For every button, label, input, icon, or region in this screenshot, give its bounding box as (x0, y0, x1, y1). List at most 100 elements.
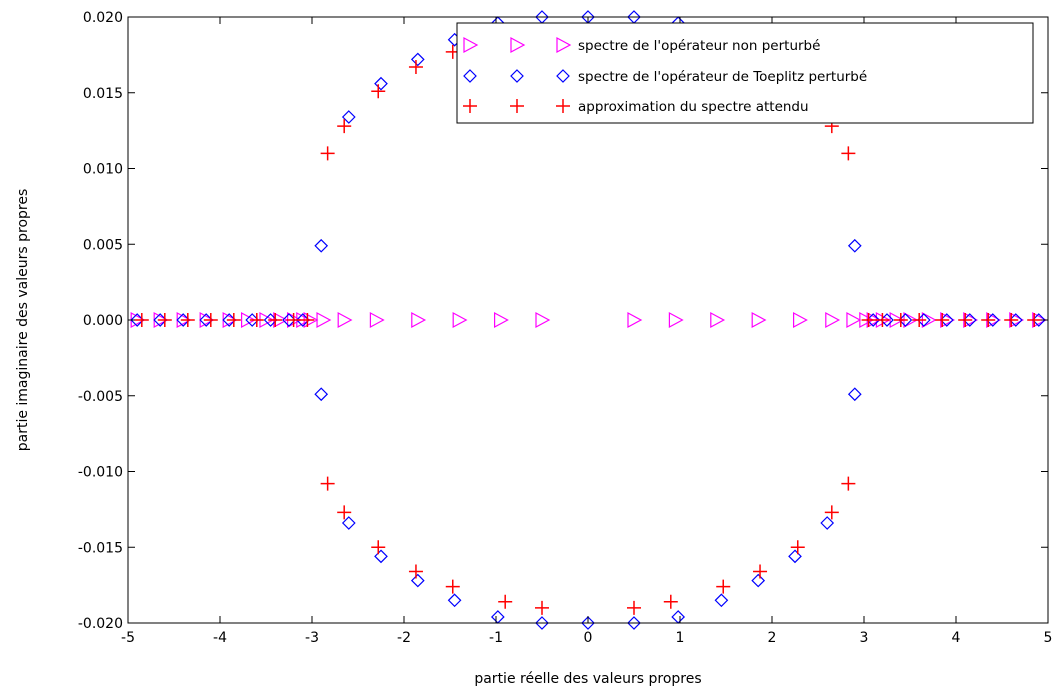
data-point (820, 516, 835, 530)
data-point (535, 600, 549, 615)
data-point (411, 311, 427, 329)
legend-marker (510, 36, 526, 54)
y-tick-label: 0.000 (83, 313, 123, 329)
data-point (535, 311, 551, 329)
data-point (369, 311, 385, 329)
data-point (875, 313, 890, 327)
legend-marker (463, 99, 477, 113)
data-point (790, 540, 805, 555)
data-point (314, 238, 329, 253)
data-point (716, 579, 731, 594)
x-tick-label: -2 (397, 630, 411, 646)
y-tick-label: -0.010 (78, 465, 123, 481)
legend-marker (510, 69, 524, 83)
data-point (226, 313, 241, 327)
data-point (374, 76, 388, 91)
data-point (824, 505, 839, 520)
y-tick-label: 0.020 (83, 10, 123, 26)
data-point (710, 311, 726, 329)
data-point (841, 146, 856, 161)
legend-label: approximation du spectre attendu (578, 99, 809, 115)
data-point (410, 573, 425, 588)
data-point (535, 616, 549, 630)
x-tick-label: 5 (1044, 630, 1053, 646)
x-axis-ticks: -5 -4 -3 -2 -1 0 1 2 3 4 5 (121, 17, 1052, 646)
data-point (671, 610, 686, 624)
legend-marker (463, 36, 479, 54)
legend-marker (556, 36, 572, 54)
x-axis-label: partie réelle des valeurs propres (474, 671, 701, 687)
data-point (371, 540, 386, 555)
data-point (249, 313, 264, 327)
data-point (300, 313, 315, 327)
data-point (203, 313, 218, 327)
legend: spectre de l'opérateur non perturbé spect… (456, 22, 1034, 124)
data-point (408, 59, 423, 74)
y-axis-ticks: -0.020 -0.015 -0.010 -0.005 0.000 0.005 0.010 0… (78, 10, 1048, 632)
legend-marker (510, 99, 524, 113)
data-point (825, 311, 841, 329)
data-point (241, 311, 256, 329)
data-point (627, 600, 641, 615)
data-point (498, 594, 513, 609)
legend-label: spectre de l'opérateur non perturbé (578, 38, 820, 54)
data-point (445, 579, 460, 594)
data-point (410, 52, 425, 67)
data-point (320, 476, 335, 491)
legend-label: spectre de l'opérateur de Toeplitz pertu… (578, 69, 867, 85)
data-marks (130, 10, 1048, 630)
data-point (841, 476, 856, 491)
x-tick-label: -1 (489, 630, 503, 646)
data-point (286, 313, 301, 327)
data-point (846, 311, 862, 329)
data-point (751, 573, 766, 588)
y-tick-label: -0.015 (78, 540, 123, 556)
data-point (337, 119, 352, 134)
data-point (494, 311, 509, 329)
data-point (581, 616, 595, 630)
x-tick-label: 2 (768, 630, 777, 646)
data-point (859, 311, 875, 329)
data-point (788, 549, 802, 564)
data-point (452, 311, 468, 329)
data-point (157, 313, 172, 327)
series-3 (134, 23, 1042, 615)
x-tick-label: 0 (584, 630, 593, 646)
data-point (668, 311, 684, 329)
legend-marker (556, 99, 570, 113)
data-point (889, 311, 905, 329)
data-point (314, 387, 329, 402)
data-point (134, 313, 149, 327)
data-point (1004, 313, 1019, 327)
y-tick-label: 0.015 (83, 86, 123, 102)
data-point (893, 313, 908, 327)
data-point (371, 84, 386, 99)
data-point (663, 594, 678, 609)
data-point (792, 311, 808, 329)
y-tick-label: -0.020 (78, 616, 123, 632)
data-point (341, 110, 356, 124)
y-tick-label: -0.005 (78, 389, 123, 405)
data-point (753, 564, 768, 579)
data-point (912, 313, 927, 327)
data-point (847, 238, 862, 253)
x-tick-label: -3 (305, 630, 319, 646)
data-point (627, 616, 641, 630)
data-point (861, 313, 876, 327)
x-tick-label: -4 (213, 630, 227, 646)
data-point (268, 313, 283, 327)
y-axis-label: partie imaginaire des valeurs propres (15, 189, 31, 452)
x-tick-label: -5 (121, 630, 135, 646)
data-point (751, 311, 767, 329)
data-point (447, 593, 462, 608)
series-1 (130, 311, 1048, 329)
legend-box (456, 22, 1034, 124)
data-point (627, 311, 643, 329)
data-point (337, 311, 353, 329)
x-tick-label: 4 (952, 630, 961, 646)
data-point (341, 516, 356, 530)
data-point (374, 549, 388, 564)
data-point (316, 311, 332, 329)
y-tick-label: 0.005 (83, 237, 123, 253)
